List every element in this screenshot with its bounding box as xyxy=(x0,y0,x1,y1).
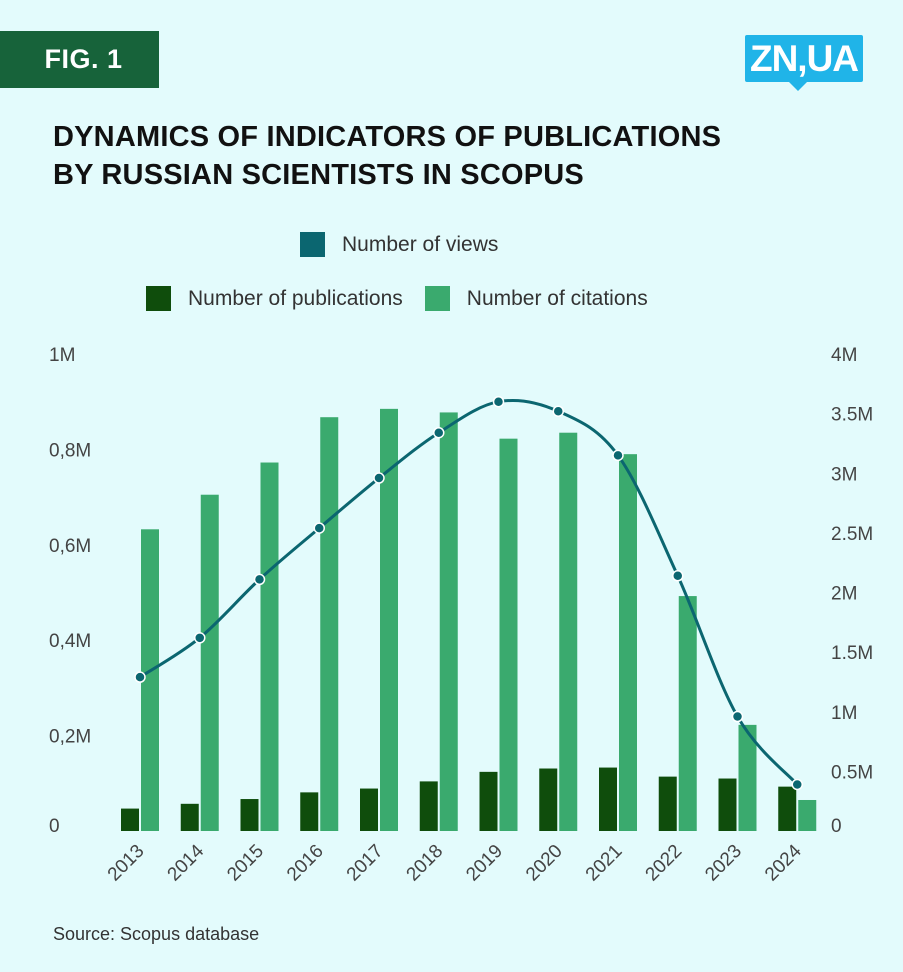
left-axis-tick-label: 0,8M xyxy=(49,440,91,461)
legend-row-top: Number of views xyxy=(300,232,520,257)
x-axis-tick-label: 2014 xyxy=(164,840,209,885)
publications-bar xyxy=(419,781,438,831)
right-axis-tick-label: 2M xyxy=(831,584,857,605)
zn-ua-logo: ZN,UA xyxy=(745,35,863,82)
right-axis-tick-label: 3M xyxy=(831,464,857,485)
chart-title: DYNAMICS OF INDICATORS OF PUBLICATIONS B… xyxy=(53,118,853,194)
legend-label-publications: Number of publications xyxy=(188,286,403,310)
x-axis-tick-label: 2017 xyxy=(343,841,388,886)
publications-bar xyxy=(180,803,199,831)
publications-bar xyxy=(539,768,558,831)
citations-bar xyxy=(798,799,817,831)
x-axis-tick-label: 2024 xyxy=(761,840,806,885)
publications-bar xyxy=(360,788,378,831)
x-axis-tick-label: 2013 xyxy=(104,841,149,886)
views-point xyxy=(134,671,146,683)
logo-text: ZN,UA xyxy=(749,37,859,79)
left-axis-tick-label: 0,6M xyxy=(49,536,91,557)
views-point xyxy=(672,570,684,582)
publications-bar xyxy=(121,808,139,831)
right-axis-tick-label: 1M xyxy=(831,703,857,724)
legend-row-bottom: Number of publications Number of citatio… xyxy=(146,286,670,311)
left-axis-tick-label: 0,4M xyxy=(49,631,91,652)
publications-bar xyxy=(778,786,797,831)
citations-bar xyxy=(260,462,279,831)
views-point xyxy=(253,573,266,586)
legend-swatch-views xyxy=(300,232,325,257)
citations-bar xyxy=(619,454,637,831)
x-axis-tick-label: 2018 xyxy=(403,841,448,886)
views-point xyxy=(492,395,505,408)
views-point xyxy=(313,522,325,534)
x-axis-tick-label: 2023 xyxy=(701,841,746,886)
publications-bar xyxy=(479,771,498,831)
x-axis-tick-label: 2021 xyxy=(582,841,627,886)
views-point xyxy=(373,472,385,484)
citations-bar xyxy=(200,494,219,831)
legend-label-citations: Number of citations xyxy=(466,286,648,310)
views-point xyxy=(791,778,803,791)
citations-bar xyxy=(141,529,159,831)
publications-bar xyxy=(658,776,677,831)
views-point xyxy=(194,632,206,644)
citations-bar xyxy=(738,724,757,831)
views-point xyxy=(433,426,445,439)
legend-swatch-citations xyxy=(424,286,450,311)
left-axis-tick-label: 1M xyxy=(49,345,75,366)
right-axis-tick-label: 2.5M xyxy=(831,524,873,545)
legend-item-views: Number of views xyxy=(300,232,498,257)
legend-item-publications: Number of publications xyxy=(146,286,403,311)
citations-bar xyxy=(559,432,578,831)
publications-bar xyxy=(718,778,737,831)
views-point xyxy=(552,405,564,417)
legend-swatch-publications xyxy=(146,286,171,311)
legend-label-views: Number of views xyxy=(342,232,499,256)
figure-label: FIG. 1 xyxy=(44,44,123,74)
chart-title-line-1: DYNAMICS OF INDICATORS OF PUBLICATIONS xyxy=(53,121,722,153)
x-axis-tick-label: 2015 xyxy=(223,841,268,886)
figure-badge: FIG. 1 xyxy=(0,31,159,88)
views-point xyxy=(612,449,624,462)
legend-item-citations: Number of citations xyxy=(424,286,648,311)
publications-bar xyxy=(300,792,319,831)
publications-bar xyxy=(240,799,259,831)
citations-bar xyxy=(678,596,697,831)
views-point xyxy=(731,710,744,723)
citations-bar xyxy=(439,412,458,831)
left-axis-tick-label: 0,2M xyxy=(49,727,91,748)
right-axis-tick-label: 1.5M xyxy=(831,643,873,664)
x-axis-tick-label: 2022 xyxy=(642,841,687,886)
citations-bar xyxy=(499,438,518,831)
right-axis-tick-label: 3.5M xyxy=(831,405,873,426)
source-note: Source: Scopus database xyxy=(53,924,260,944)
x-axis-tick-label: 2019 xyxy=(462,841,507,886)
citations-bar xyxy=(380,408,398,831)
right-axis-tick-label: 0.5M xyxy=(831,762,873,783)
right-axis-tick-label: 4M xyxy=(831,345,857,366)
publications-bar xyxy=(599,767,617,831)
x-axis-tick-label: 2016 xyxy=(283,841,328,886)
x-axis-tick-label: 2020 xyxy=(522,841,567,886)
right-axis-tick-label: 0 xyxy=(831,816,842,837)
citations-bar xyxy=(320,417,339,831)
logo-speech-tail xyxy=(788,81,808,91)
views-line xyxy=(138,398,799,786)
left-axis-tick-label: 0 xyxy=(49,816,60,837)
chart-title-line-2: BY RUSSIAN SCIENTISTS IN SCOPUS xyxy=(53,159,584,191)
